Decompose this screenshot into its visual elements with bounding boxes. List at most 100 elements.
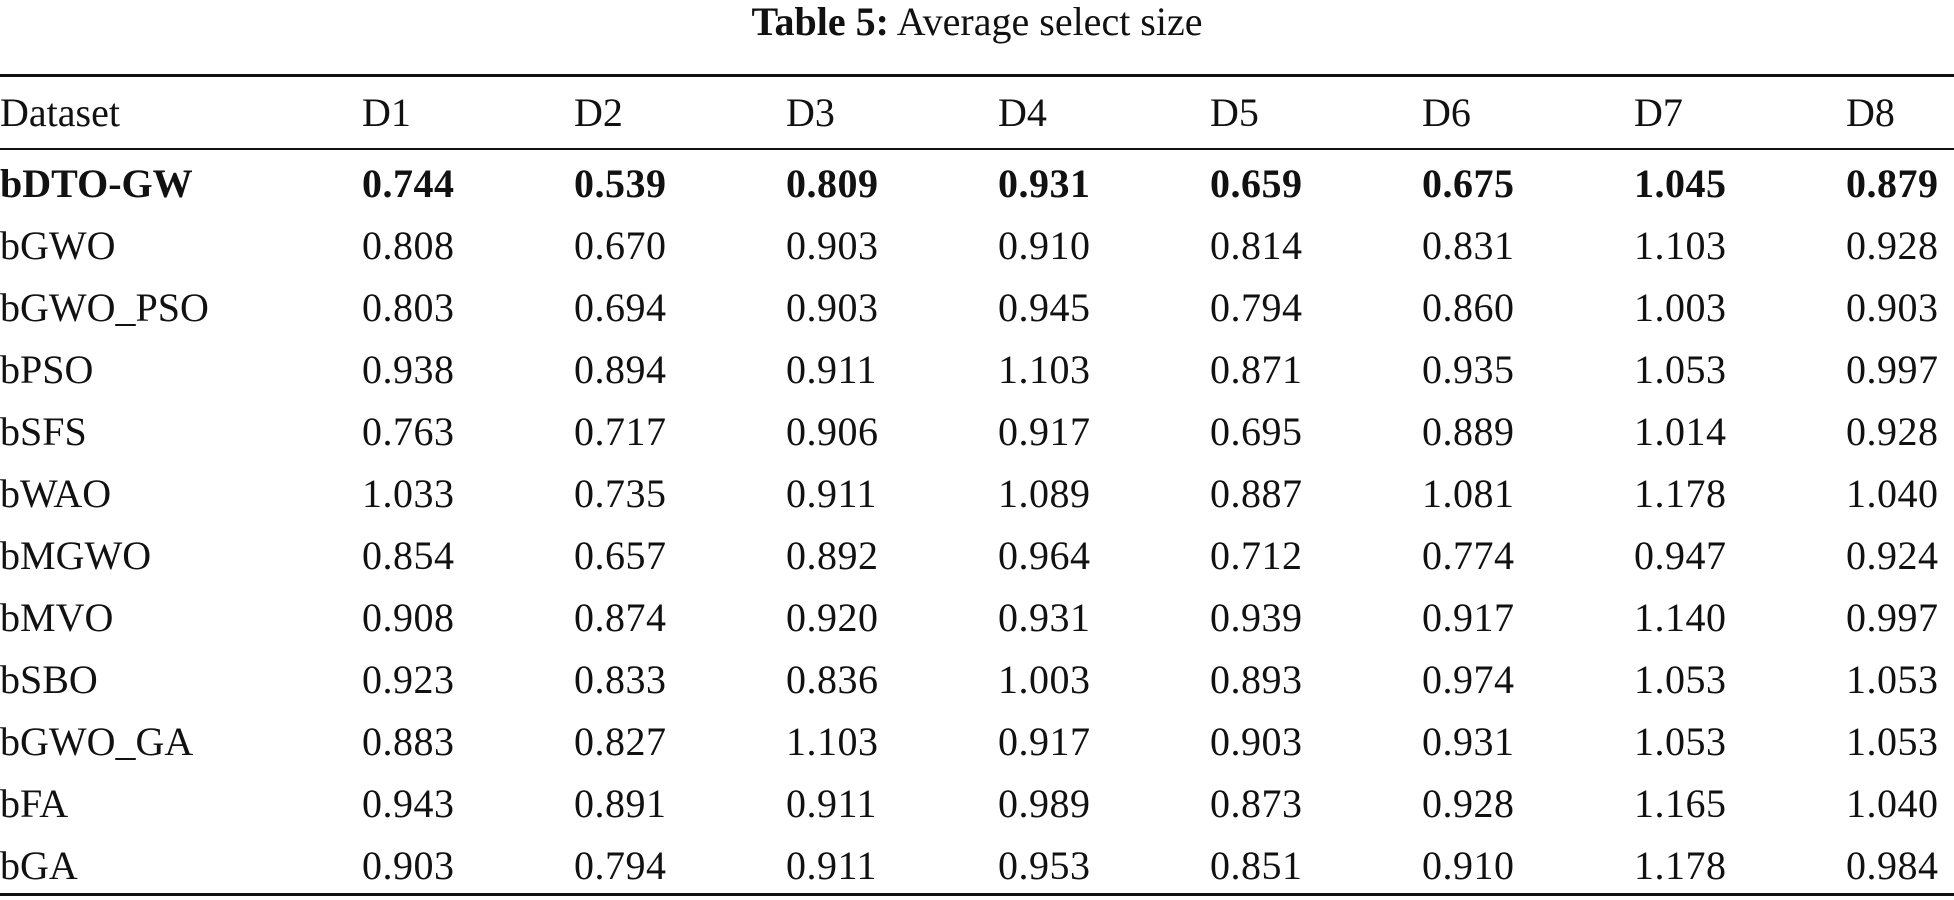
value-cell: 0.833 (574, 656, 667, 702)
method-name-cell: bGA (0, 842, 78, 888)
value-cell: 0.923 (362, 656, 455, 702)
value-cell: 1.040 (1846, 780, 1939, 826)
column-header: D1 (362, 90, 411, 135)
value-cell: 0.920 (786, 594, 879, 640)
value-cell: 0.675 (1422, 160, 1515, 206)
column-header: D3 (786, 90, 835, 135)
value-cell: 0.928 (1846, 222, 1939, 268)
table-caption-label: Table 5: (751, 0, 889, 44)
value-cell: 1.045 (1634, 160, 1727, 206)
value-cell: 0.917 (998, 718, 1091, 764)
value-cell: 0.974 (1422, 656, 1515, 702)
value-cell: 0.935 (1422, 346, 1515, 392)
value-cell: 1.033 (362, 470, 455, 516)
value-cell: 1.103 (786, 718, 879, 764)
value-cell: 0.892 (786, 532, 879, 578)
value-cell: 1.165 (1634, 780, 1727, 826)
value-cell: 0.924 (1846, 532, 1939, 578)
value-cell: 1.053 (1634, 656, 1727, 702)
value-cell: 0.903 (786, 222, 879, 268)
table-row: bDTO-GW 0.744 0.539 0.809 0.931 0.659 0.675 1.0… (0, 142, 1954, 214)
table-row: bGWO 0.808 0.670 0.903 0.910 0.814 0.831 1.103 0… (0, 214, 1954, 276)
value-cell: 0.931 (998, 594, 1091, 640)
column-header: D4 (998, 90, 1047, 135)
value-cell: 0.931 (1422, 718, 1515, 764)
value-cell: 1.014 (1634, 408, 1727, 454)
value-cell: 0.945 (998, 284, 1091, 330)
value-cell: 0.964 (998, 532, 1091, 578)
table-row: bPSO 0.938 0.894 0.911 1.103 0.871 0.935 1.053 0… (0, 338, 1954, 400)
results-table: Dataset D1 D2 D3 D4 D5 D6 D7 D8 bDTO-GW 0… (0, 83, 1954, 896)
table-header-row: Dataset D1 D2 D3 D4 D5 D6 D7 D8 (0, 83, 1954, 142)
method-name-cell: bMGWO (0, 532, 152, 578)
value-cell: 0.695 (1210, 408, 1303, 454)
value-cell: 0.836 (786, 656, 879, 702)
value-cell: 0.803 (362, 284, 455, 330)
value-cell: 0.928 (1846, 408, 1939, 454)
table-row: bGA 0.903 0.794 0.911 0.953 0.851 0.910 1.178 0.… (0, 834, 1954, 896)
method-name-cell: bGWO_PSO (0, 284, 209, 330)
value-cell: 1.053 (1634, 718, 1727, 764)
value-cell: 0.860 (1422, 284, 1515, 330)
table-row: bMGWO 0.854 0.657 0.892 0.964 0.712 0.774 0.947… (0, 524, 1954, 586)
method-name-cell: bSBO (0, 656, 98, 702)
value-cell: 0.911 (786, 842, 878, 888)
table-row: bGWO_PSO 0.803 0.694 0.903 0.945 0.794 0.860 1.… (0, 276, 1954, 338)
table-caption: Table 5: Average select size (0, 0, 1954, 50)
value-cell: 0.827 (574, 718, 667, 764)
value-cell: 0.903 (786, 284, 879, 330)
value-cell: 0.808 (362, 222, 455, 268)
value-cell: 0.906 (786, 408, 879, 454)
value-cell: 0.717 (574, 408, 667, 454)
table-row: bFA 0.943 0.891 0.911 0.989 0.873 0.928 1.165 1.… (0, 772, 1954, 834)
value-cell: 0.670 (574, 222, 667, 268)
value-cell: 0.712 (1210, 532, 1303, 578)
value-cell: 0.911 (786, 470, 878, 516)
table-row: bWAO 1.033 0.735 0.911 1.089 0.887 1.081 1.178 1… (0, 462, 1954, 524)
value-cell: 0.814 (1210, 222, 1303, 268)
value-cell: 1.103 (998, 346, 1091, 392)
value-cell: 0.989 (998, 780, 1091, 826)
value-cell: 0.794 (1210, 284, 1303, 330)
value-cell: 0.887 (1210, 470, 1303, 516)
column-header: D6 (1422, 90, 1471, 135)
value-cell: 1.089 (998, 470, 1091, 516)
method-name-cell: bGWO_GA (0, 718, 194, 764)
value-cell: 0.931 (998, 160, 1091, 206)
column-header: D2 (574, 90, 623, 135)
value-cell: 0.947 (1634, 532, 1727, 578)
value-cell: 1.040 (1846, 470, 1939, 516)
method-name-cell: bSFS (0, 408, 87, 454)
value-cell: 1.081 (1422, 470, 1515, 516)
value-cell: 1.053 (1846, 718, 1939, 764)
value-cell: 0.939 (1210, 594, 1303, 640)
value-cell: 0.873 (1210, 780, 1303, 826)
table-row: bGWO_GA 0.883 0.827 1.103 0.917 0.903 0.931 1.0… (0, 710, 1954, 772)
value-cell: 1.178 (1634, 470, 1727, 516)
value-cell: 0.879 (1846, 160, 1939, 206)
method-name-cell: bPSO (0, 346, 94, 392)
method-name-cell: bGWO (0, 222, 116, 268)
value-cell: 0.984 (1846, 842, 1939, 888)
value-cell: 0.854 (362, 532, 455, 578)
table-header-rule (0, 148, 1954, 150)
value-cell: 0.809 (786, 160, 879, 206)
value-cell: 0.794 (574, 842, 667, 888)
value-cell: 0.911 (786, 346, 878, 392)
value-cell: 0.910 (998, 222, 1091, 268)
column-header: D7 (1634, 90, 1683, 135)
value-cell: 1.140 (1634, 594, 1727, 640)
method-name-cell: bMVO (0, 594, 114, 640)
value-cell: 0.763 (362, 408, 455, 454)
table-caption-text: Average select size (896, 0, 1203, 44)
value-cell: 0.903 (1210, 718, 1303, 764)
table-row: bMVO 0.908 0.874 0.920 0.931 0.939 0.917 1.140 0… (0, 586, 1954, 648)
column-header: D5 (1210, 90, 1259, 135)
value-cell: 0.659 (1210, 160, 1303, 206)
value-cell: 0.774 (1422, 532, 1515, 578)
value-cell: 0.889 (1422, 408, 1515, 454)
value-cell: 0.953 (998, 842, 1091, 888)
value-cell: 0.883 (362, 718, 455, 764)
value-cell: 0.831 (1422, 222, 1515, 268)
value-cell: 0.903 (1846, 284, 1939, 330)
